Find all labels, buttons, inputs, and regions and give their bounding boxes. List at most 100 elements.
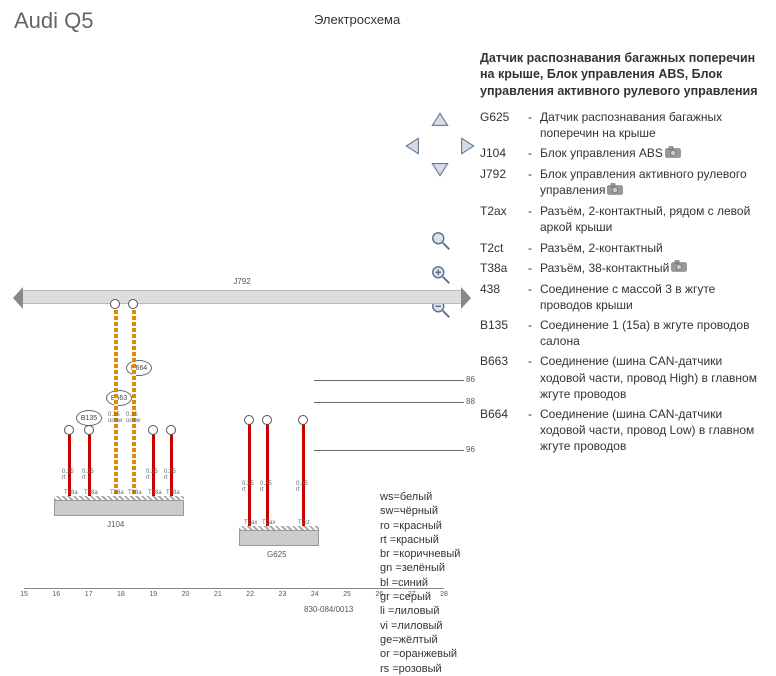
legend-table: G625-Датчик распознавания багажных попер… [480,107,765,457]
wire-spec-label: 0.35rt [260,481,272,493]
legend-code: T38a [480,258,528,279]
legend-row: J104-Блок управления ABS [480,143,765,164]
ruler-tick: 20 [182,591,190,598]
legend-desc: Датчик распознавания багажных поперечин … [540,107,765,143]
top-bus-label: J792 [23,277,461,286]
legend-desc: Разъём, 2-контактный [540,238,765,258]
legend-dash: - [528,107,540,143]
j104-box [54,500,184,516]
wire-terminal-dot [244,415,254,425]
legend-desc: Соединение 1 (15a) в жгуте проводов сало… [540,315,765,351]
legend-row: 438-Соединение с массой 3 в жгуте провод… [480,279,765,315]
component-legend-panel: Датчик распознавания багажных поперечин … [480,50,765,457]
pan-down-button[interactable] [429,157,451,179]
wire-red [248,420,251,530]
camera-icon[interactable] [671,260,687,276]
wire-orange [114,304,118,500]
legend-dash: - [528,143,540,164]
legend-dash: - [528,164,540,201]
top-bus-bar: J792 [22,290,462,304]
wire-red [302,420,305,530]
wire-spec-label: 0.35or/sw [126,412,140,424]
legend-row: J792-Блок управления активного рулевого … [480,164,765,201]
pan-arrow-pad [400,110,480,182]
legend-desc: Блок управления активного рулевого управ… [540,164,765,201]
node-label: B663 [106,390,132,406]
pan-left-button[interactable] [403,135,425,157]
legend-desc: Разъём, 2-контактный, рядом с левой арко… [540,201,765,237]
wiring-diagram: J792 868896B135B663B6640.35rt0.35rt0.35o… [14,290,474,650]
wire-spec-label: 0.35or/sw [108,412,122,424]
legend-code: T2ax [480,201,528,237]
legend-desc: Соединение (шина CAN-датчики ходовой час… [540,404,765,457]
wire-spec-label: 0.35rt [242,481,254,493]
legend-code: B135 [480,315,528,351]
legend-row: G625-Датчик распознавания багажных попер… [480,107,765,143]
legend-code: J792 [480,164,528,201]
pan-right-button[interactable] [455,135,477,157]
legend-dash: - [528,201,540,237]
legend-code: B663 [480,351,528,404]
legend-row: T2ct-Разъём, 2-контактный [480,238,765,258]
legend-row: T2ax-Разъём, 2-контактный, рядом с левой… [480,201,765,237]
legend-desc: Разъём, 38-контактный [540,258,765,279]
wire-terminal-dot [166,425,176,435]
wire-terminal-dot [128,299,138,309]
drawing-number: 830-084/0013 [304,605,353,614]
node-label: B135 [76,410,102,426]
ruler-tick: 25 [343,591,351,598]
terminal-ruler: 1516171819202122232425262728 [24,588,444,602]
zoom-tool-button[interactable] [430,230,452,252]
camera-icon[interactable] [607,183,623,199]
legend-desc: Соединение с массой 3 в жгуте проводов к… [540,279,765,315]
legend-dash: - [528,315,540,351]
signal-line [314,402,464,403]
legend-code: G625 [480,107,528,143]
component-label: G625 [267,550,287,559]
wire-spec-label: 0.35rt [296,481,308,493]
signal-line [314,380,464,381]
ruler-tick: 21 [214,591,222,598]
ruler-tick: 15 [20,591,28,598]
wire-spec-label: 0.35rt [146,469,158,481]
ruler-tick: 17 [85,591,93,598]
ruler-tick: 16 [52,591,60,598]
ruler-tick: 26 [375,591,383,598]
legend-dash: - [528,238,540,258]
ruler-tick: 18 [117,591,125,598]
wire-spec-label: 0.35rt [62,469,74,481]
ruler-tick: 27 [408,591,416,598]
legend-dash: - [528,279,540,315]
wire-terminal-dot [84,425,94,435]
wire-red [266,420,269,530]
page-subtitle: Электросхема [314,12,400,27]
wire-terminal-dot [110,299,120,309]
signal-line [314,450,464,451]
wire-spec-label: 0.35rt [82,469,94,481]
pan-up-button[interactable] [429,110,451,132]
wire-terminal-dot [64,425,74,435]
legend-dash: - [528,351,540,404]
legend-desc: Соединение (шина CAN-датчики ходовой час… [540,351,765,404]
legend-desc: Блок управления ABS [540,143,765,164]
signal-line-label: 96 [466,445,475,454]
wire-terminal-dot [298,415,308,425]
legend-code: J104 [480,143,528,164]
ruler-tick: 19 [149,591,157,598]
wire-terminal-dot [262,415,272,425]
legend-row: B664-Соединение (шина CAN-датчики ходово… [480,404,765,457]
legend-dash: - [528,404,540,457]
g625-box [239,530,319,546]
ruler-tick: 23 [279,591,287,598]
legend-dash: - [528,258,540,279]
wire-terminal-dot [148,425,158,435]
legend-code: 438 [480,279,528,315]
legend-title: Датчик распознавания багажных поперечин … [480,50,765,99]
ruler-tick: 28 [440,591,448,598]
wire-spec-label: 0.35rt [164,469,176,481]
legend-row: B135-Соединение 1 (15a) в жгуте проводов… [480,315,765,351]
camera-icon[interactable] [665,146,681,162]
legend-row: B663-Соединение (шина CAN-датчики ходово… [480,351,765,404]
color-legend-line: rs =розовый [380,662,460,676]
signal-line-label: 88 [466,397,475,406]
